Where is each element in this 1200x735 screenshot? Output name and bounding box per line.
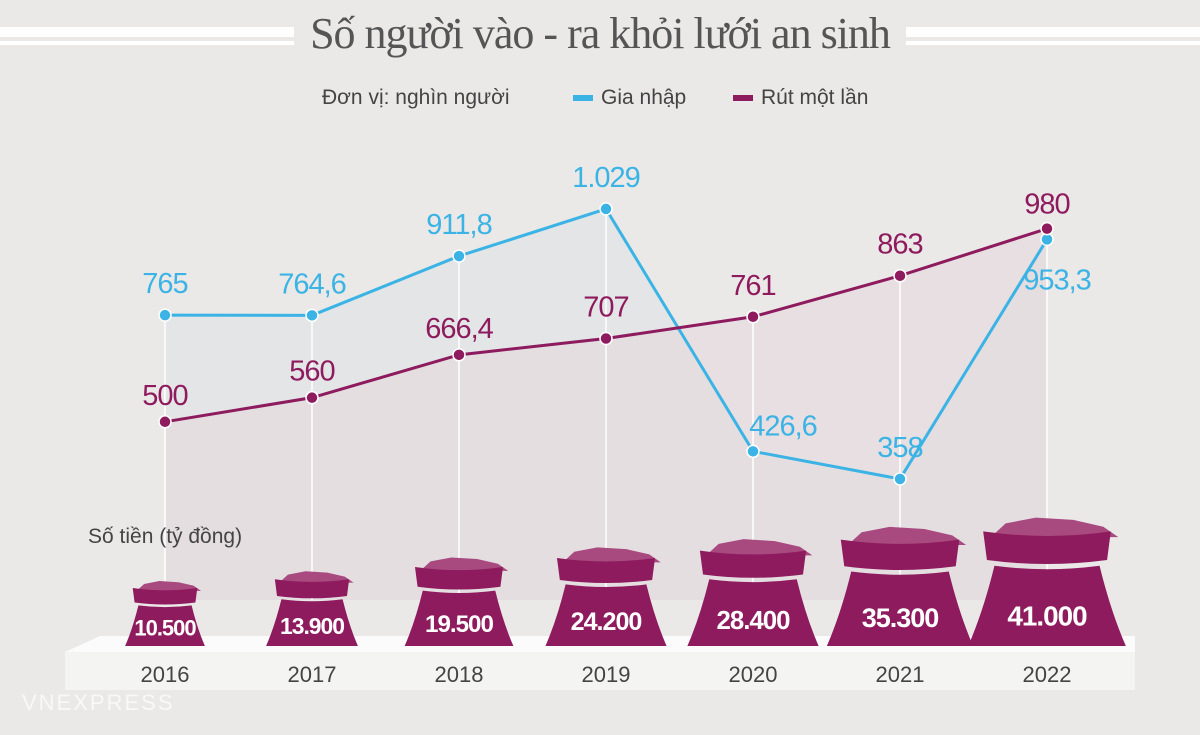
legend-swatch	[733, 95, 753, 102]
money-bag-shape	[968, 565, 1126, 646]
money-bag-shape	[279, 571, 354, 583]
money-bag	[404, 557, 514, 646]
data-point	[746, 310, 760, 324]
money-bag-shape	[274, 579, 350, 599]
data-point	[893, 268, 907, 283]
data-label: 761	[730, 270, 775, 302]
data-label: 980	[1024, 189, 1069, 221]
money-bag	[687, 539, 819, 646]
unit-label: Đơn vị: nghìn người	[322, 86, 510, 109]
money-bag-shape	[687, 579, 819, 646]
money-bag-shape	[545, 584, 667, 646]
money-value-label: 10.500	[134, 616, 196, 641]
x-tick-label: 2022	[1023, 662, 1072, 687]
data-point	[158, 308, 172, 322]
data-label: 707	[583, 292, 628, 324]
legend-label: Gia nhập	[601, 86, 687, 109]
chart-title: Số người vào - ra khỏi lưới an sinh	[0, 8, 1200, 59]
money-value-label: 13.900	[280, 613, 344, 639]
data-point	[305, 308, 319, 323]
money-bag-shape	[420, 557, 509, 571]
money-bag-shape	[826, 571, 974, 646]
x-tick-label: 2021	[876, 662, 925, 687]
data-label: 426,6	[749, 410, 817, 442]
money-bag-shape	[840, 539, 960, 570]
money-bag-shape	[706, 539, 813, 556]
money-bag-shape	[847, 526, 967, 545]
money-bag	[545, 547, 667, 646]
money-bag	[826, 526, 974, 646]
money-bag-shape	[990, 517, 1119, 538]
money-value-label: 35.300	[862, 603, 939, 633]
data-label: 1.029	[572, 162, 640, 194]
x-tick-label: 2019	[582, 662, 631, 687]
money-value-label: 19.500	[425, 611, 493, 638]
money-bag-shape	[136, 581, 202, 591]
money-bag-shape	[132, 588, 198, 605]
x-tick-label: 2018	[435, 662, 484, 687]
money-bag-shape	[699, 550, 807, 578]
legend-item-gia-nhap: Gia nhập	[573, 86, 686, 110]
data-point	[158, 415, 172, 429]
data-point	[452, 348, 466, 362]
data-point	[746, 444, 760, 459]
money-bag-shape	[404, 590, 514, 646]
legend-label: Rút một lần	[761, 86, 869, 109]
data-point	[599, 202, 613, 216]
x-tick-label: 2017	[288, 662, 337, 687]
x-tick-label: 2020	[729, 662, 778, 687]
data-label: 953,3	[1023, 264, 1091, 296]
money-bag-shape	[983, 531, 1111, 565]
data-label: 863	[877, 229, 922, 261]
money-bag-shape	[414, 566, 504, 590]
data-label: 358	[877, 432, 922, 464]
data-label: 765	[142, 268, 187, 300]
data-point	[599, 331, 613, 346]
money-value-label: 41.000	[1007, 600, 1087, 631]
x-tick-label: 2016	[141, 662, 190, 687]
money-bag	[968, 517, 1126, 646]
watermark-logo: VNEXPRESS	[22, 690, 175, 715]
money-bag-shape	[266, 599, 358, 646]
money-label: Số tiền (tỷ đồng)	[88, 525, 242, 548]
data-point	[305, 390, 319, 405]
money-bag-shape	[125, 605, 205, 646]
data-label: 764,6	[278, 268, 346, 300]
money-value-label: 24.200	[571, 608, 642, 636]
money-bag	[266, 571, 358, 646]
data-label: 560	[289, 356, 334, 388]
money-value-label: 28.400	[716, 607, 790, 635]
money-bag-shape	[556, 557, 656, 584]
data-label: 911,8	[426, 209, 491, 241]
money-bag	[125, 581, 205, 646]
legend-item-rut-mot-lan: Rút một lần	[733, 86, 868, 110]
data-point	[1040, 221, 1054, 236]
platform-front	[65, 652, 1135, 690]
data-point	[893, 472, 907, 486]
legend-swatch	[573, 95, 593, 102]
data-label: 666,4	[425, 313, 493, 345]
money-bag-shape	[562, 547, 661, 563]
data-label: 500	[142, 380, 187, 412]
data-point	[452, 249, 466, 263]
